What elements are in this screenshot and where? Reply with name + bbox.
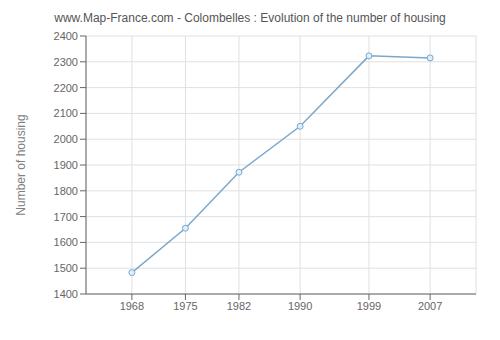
- svg-text:2200: 2200: [54, 82, 78, 94]
- svg-text:1800: 1800: [54, 185, 78, 197]
- svg-text:1900: 1900: [54, 159, 78, 171]
- svg-text:1400: 1400: [54, 288, 78, 300]
- svg-text:1700: 1700: [54, 211, 78, 223]
- svg-text:1982: 1982: [227, 300, 251, 312]
- svg-text:2007: 2007: [418, 300, 442, 312]
- svg-text:2300: 2300: [54, 56, 78, 68]
- svg-text:1968: 1968: [120, 300, 144, 312]
- svg-text:2100: 2100: [54, 107, 78, 119]
- svg-text:1975: 1975: [173, 300, 197, 312]
- svg-text:1999: 1999: [357, 300, 381, 312]
- svg-text:2400: 2400: [54, 30, 78, 42]
- html-text:www.Map-France.com - Colombell: www.Map-France.com - Colombelles : Evolu…: [54, 11, 446, 25]
- svg-text:Number of housing: Number of housing: [14, 114, 28, 215]
- svg-text:2000: 2000: [54, 133, 78, 145]
- svg-text:1600: 1600: [54, 236, 78, 248]
- svg-text:1500: 1500: [54, 262, 78, 274]
- svg-text:1990: 1990: [288, 300, 312, 312]
